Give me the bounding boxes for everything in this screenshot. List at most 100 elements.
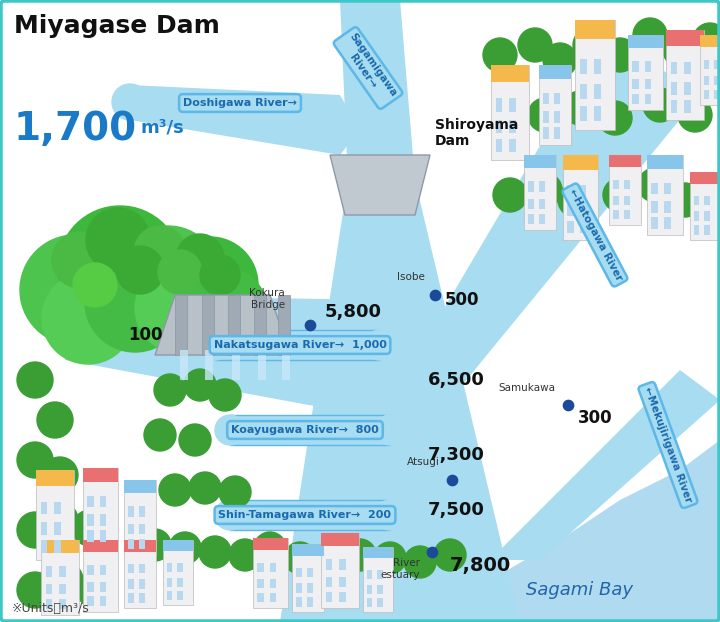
- Bar: [177, 563, 183, 572]
- Text: m³/s: m³/s: [140, 118, 184, 136]
- Bar: [707, 47, 713, 55]
- Bar: [177, 591, 183, 600]
- Polygon shape: [310, 440, 720, 622]
- Bar: [417, 569, 423, 577]
- Bar: [36, 470, 74, 486]
- Bar: [325, 577, 333, 587]
- Point: [426, 547, 438, 557]
- Bar: [700, 35, 720, 47]
- Bar: [628, 35, 663, 48]
- Circle shape: [135, 263, 225, 353]
- Bar: [54, 522, 61, 535]
- Bar: [282, 350, 290, 380]
- Bar: [307, 568, 313, 577]
- Bar: [202, 295, 214, 355]
- Bar: [491, 65, 529, 160]
- Bar: [363, 547, 393, 612]
- Bar: [167, 396, 173, 404]
- Text: Miyagase Dam: Miyagase Dam: [14, 14, 220, 38]
- Bar: [377, 585, 383, 594]
- Circle shape: [434, 539, 466, 571]
- Bar: [124, 480, 156, 555]
- Bar: [665, 218, 671, 229]
- Circle shape: [179, 424, 211, 456]
- Bar: [447, 562, 453, 569]
- Circle shape: [42, 272, 134, 364]
- Bar: [693, 211, 699, 221]
- Bar: [684, 100, 691, 113]
- Circle shape: [528, 98, 562, 132]
- Bar: [366, 585, 372, 594]
- Bar: [339, 592, 346, 602]
- Bar: [666, 30, 704, 46]
- Circle shape: [404, 546, 436, 578]
- Circle shape: [17, 362, 53, 398]
- Bar: [704, 196, 710, 205]
- Circle shape: [375, 415, 405, 445]
- Circle shape: [134, 226, 186, 278]
- Bar: [166, 563, 172, 572]
- Bar: [577, 115, 583, 123]
- Bar: [83, 540, 118, 612]
- Polygon shape: [280, 180, 520, 622]
- Bar: [543, 128, 549, 139]
- Bar: [690, 172, 720, 240]
- Circle shape: [37, 402, 73, 438]
- Circle shape: [558, 183, 592, 217]
- Bar: [267, 554, 273, 562]
- Point: [429, 290, 441, 300]
- Bar: [613, 180, 618, 189]
- Circle shape: [344, 539, 376, 571]
- Circle shape: [209, 379, 241, 411]
- Circle shape: [693, 178, 720, 212]
- Bar: [665, 183, 671, 194]
- Circle shape: [189, 472, 221, 504]
- Bar: [166, 591, 172, 600]
- Bar: [495, 98, 503, 111]
- Bar: [652, 218, 658, 229]
- Text: 6,500: 6,500: [428, 371, 485, 389]
- Circle shape: [77, 572, 113, 608]
- Circle shape: [139, 529, 171, 561]
- Circle shape: [254, 532, 286, 564]
- Bar: [632, 93, 639, 104]
- Circle shape: [603, 38, 637, 72]
- Bar: [509, 120, 516, 133]
- Bar: [528, 213, 534, 224]
- Bar: [580, 185, 586, 197]
- Bar: [594, 58, 601, 74]
- Point: [446, 475, 458, 485]
- Bar: [714, 76, 720, 85]
- Bar: [166, 578, 172, 587]
- Bar: [32, 537, 38, 546]
- Bar: [580, 58, 587, 74]
- Bar: [140, 580, 145, 589]
- Bar: [587, 52, 593, 60]
- Bar: [92, 597, 98, 606]
- Bar: [232, 350, 240, 380]
- Bar: [92, 294, 98, 305]
- Bar: [613, 195, 618, 205]
- Polygon shape: [340, 0, 415, 180]
- Bar: [140, 539, 145, 549]
- Polygon shape: [348, 300, 415, 420]
- Bar: [366, 598, 372, 607]
- Bar: [270, 593, 276, 602]
- Bar: [363, 547, 393, 558]
- Bar: [652, 183, 658, 194]
- Bar: [54, 501, 61, 514]
- Bar: [292, 544, 324, 556]
- Text: ※Units：m³/s: ※Units：m³/s: [12, 601, 90, 615]
- Bar: [554, 93, 560, 104]
- Bar: [177, 281, 183, 292]
- Polygon shape: [230, 500, 390, 530]
- Bar: [542, 197, 548, 205]
- Circle shape: [518, 28, 552, 62]
- Bar: [632, 61, 639, 72]
- Circle shape: [573, 28, 607, 62]
- Circle shape: [200, 255, 240, 295]
- Text: Kokura
Bridge: Kokura Bridge: [249, 289, 285, 310]
- Bar: [292, 544, 324, 612]
- Bar: [87, 582, 94, 592]
- Text: Samukawa: Samukawa: [498, 383, 555, 393]
